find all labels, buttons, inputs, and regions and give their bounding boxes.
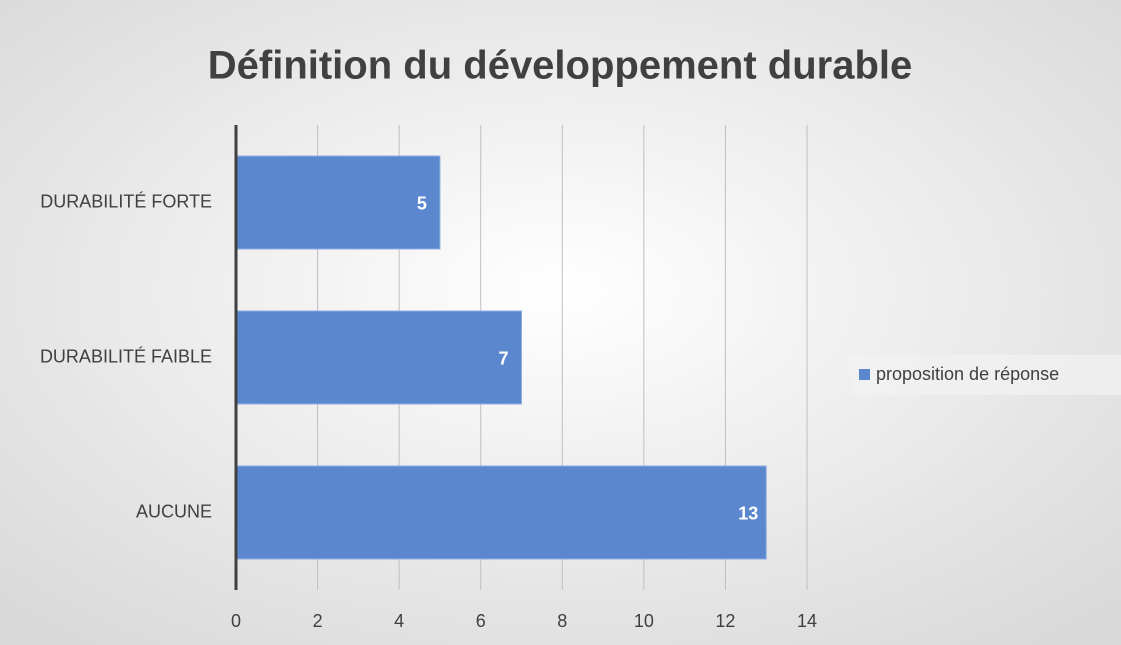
data-label: 7 (498, 348, 508, 368)
x-tick-label: 0 (231, 611, 241, 631)
legend-box (850, 355, 1121, 395)
bar (235, 465, 767, 560)
bar (235, 155, 441, 250)
x-tick-label: 2 (313, 611, 323, 631)
data-label: 13 (738, 503, 758, 523)
x-tick-label: 14 (797, 611, 817, 631)
data-label: 5 (417, 193, 427, 213)
chart-title: Définition du développement durable (208, 44, 913, 88)
x-tick-label: 12 (715, 611, 735, 631)
legend-swatch (859, 369, 870, 380)
y-tick-label: DURABILITÉ FORTE (40, 191, 212, 211)
y-tick-label: AUCUNE (136, 501, 212, 521)
y-tick-label: DURABILITÉ FAIBLE (40, 346, 212, 366)
x-tick-label: 4 (394, 611, 404, 631)
x-tick-label: 10 (634, 611, 654, 631)
legend-label: proposition de réponse (876, 364, 1059, 384)
x-tick-label: 6 (476, 611, 486, 631)
x-tick-label: 8 (557, 611, 567, 631)
bar (235, 310, 522, 405)
